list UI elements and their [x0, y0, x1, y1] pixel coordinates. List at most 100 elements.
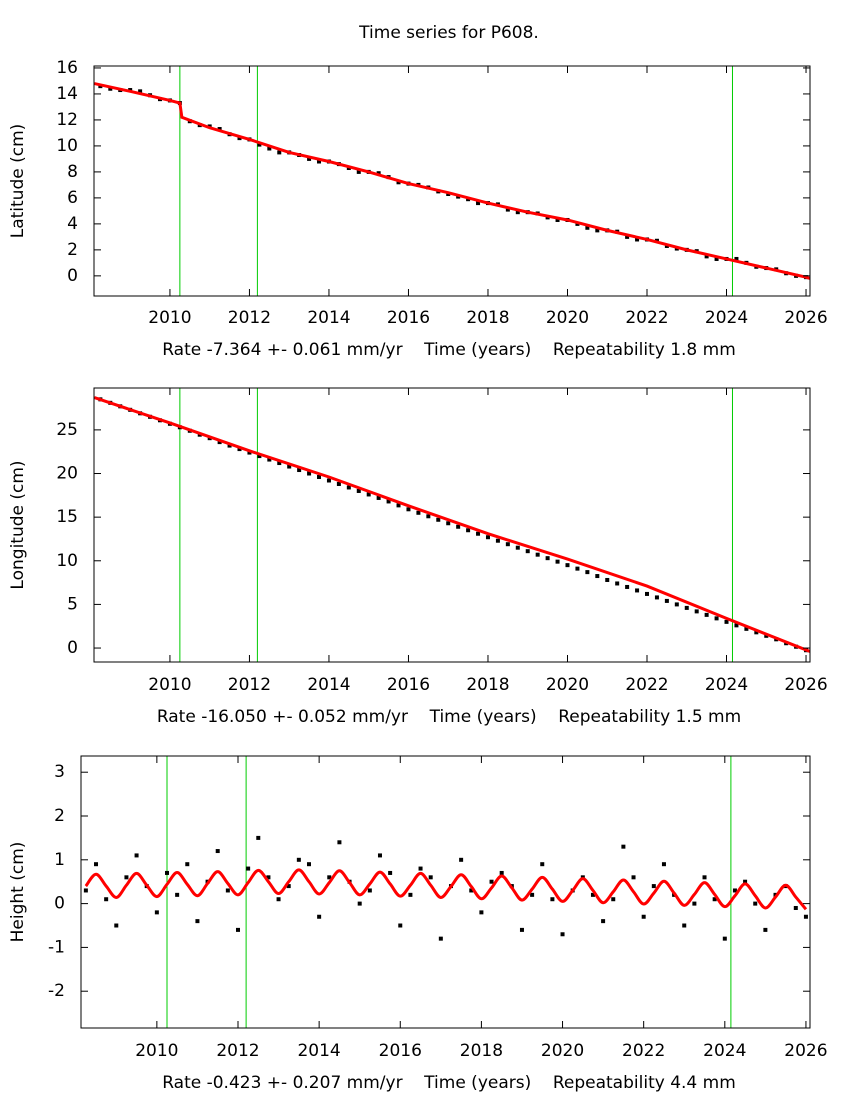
x-tick-label: 2020: [546, 308, 589, 328]
data-point: [185, 862, 190, 867]
x-tick-label: 2020: [546, 675, 589, 695]
data-point: [386, 499, 391, 504]
x-tick-label: 2010: [148, 308, 191, 328]
y-tick-label: 2: [54, 806, 65, 826]
data-point: [734, 256, 739, 261]
data-point: [317, 914, 322, 919]
data-point: [297, 468, 302, 473]
data-point: [134, 853, 139, 858]
data-point: [793, 905, 798, 910]
data-point: [469, 888, 474, 893]
model-line: [94, 82, 810, 280]
data-point: [605, 577, 610, 582]
data-point: [744, 626, 749, 631]
data-point: [724, 619, 729, 624]
data-point: [550, 897, 555, 902]
y-tick-label: 8: [67, 162, 78, 182]
y-axis-label: Longitude (cm): [8, 460, 28, 589]
data-point: [479, 910, 484, 915]
data-point: [165, 870, 170, 875]
data-point: [406, 507, 411, 512]
data-point: [104, 897, 109, 902]
data-point: [326, 478, 331, 483]
data-point: [754, 630, 759, 635]
data-point: [277, 150, 282, 155]
data-point: [631, 875, 636, 880]
x-tick-label: 2020: [541, 1041, 584, 1061]
data-point: [595, 228, 600, 233]
data-point: [734, 623, 739, 628]
data-point: [114, 923, 119, 928]
y-axis-label: Height (cm): [8, 842, 28, 943]
x-tick-label: 2016: [387, 675, 430, 695]
data-point: [396, 180, 401, 185]
data-point: [175, 892, 180, 897]
data-point: [499, 870, 504, 875]
data-point: [661, 862, 666, 867]
data-point: [714, 256, 719, 261]
data-point: [306, 862, 311, 867]
data-point: [585, 225, 590, 230]
data-point: [426, 514, 431, 519]
x-tick-label: 2010: [135, 1041, 178, 1061]
x-tick-label: 2026: [784, 1041, 827, 1061]
data-point: [645, 591, 650, 596]
y-tick-label: -2: [48, 981, 65, 1001]
x-tick-label: 2016: [387, 308, 430, 328]
data-point: [257, 454, 262, 459]
data-point: [525, 549, 530, 554]
data-point: [515, 210, 520, 215]
y-tick-label: 10: [56, 551, 78, 571]
data-point: [651, 884, 656, 889]
x-axis-label: Rate -0.423 +- 0.207 mm/yr Time (years) …: [162, 1073, 736, 1093]
data-point: [438, 936, 443, 941]
data-point: [217, 127, 222, 132]
data-point: [396, 503, 401, 508]
data-point: [307, 471, 312, 476]
x-tick-label: 2012: [228, 675, 271, 695]
data-point: [247, 450, 252, 455]
data-point: [565, 563, 570, 568]
x-tick-label: 2014: [297, 1041, 340, 1061]
model-line: [84, 868, 808, 911]
data-point: [763, 927, 768, 932]
y-tick-label: 25: [56, 420, 78, 440]
data-point: [692, 901, 697, 906]
y-tick-label: 20: [56, 464, 78, 484]
data-point: [505, 207, 510, 212]
data-point: [515, 545, 520, 550]
data-point: [732, 888, 737, 893]
data-point: [287, 464, 292, 469]
data-point: [803, 914, 808, 919]
x-tick-label: 2022: [622, 1041, 665, 1061]
data-point: [545, 556, 550, 561]
data-point: [489, 879, 494, 884]
data-point: [674, 602, 679, 607]
y-tick-label: 14: [56, 84, 78, 104]
data-point: [286, 884, 291, 889]
data-point: [388, 870, 393, 875]
data-point: [296, 857, 301, 862]
data-point: [436, 517, 441, 522]
data-point: [654, 595, 659, 600]
data-point: [225, 888, 230, 893]
data-point: [366, 492, 371, 497]
data-point: [346, 485, 351, 490]
data-point: [377, 853, 382, 858]
y-tick-label: 1: [54, 850, 65, 870]
x-tick-label: 2026: [784, 308, 827, 328]
y-tick-label: 6: [67, 188, 78, 208]
data-point: [635, 588, 640, 593]
x-tick-label: 2018: [466, 308, 509, 328]
data-point: [416, 510, 421, 515]
data-point: [456, 524, 461, 529]
data-point: [235, 927, 240, 932]
x-tick-label: 2012: [216, 1041, 259, 1061]
data-point: [266, 875, 271, 880]
data-point: [495, 538, 500, 543]
data-point: [704, 612, 709, 617]
data-point: [476, 531, 481, 536]
model-line: [94, 396, 810, 653]
plot-frame: [80, 755, 811, 1029]
